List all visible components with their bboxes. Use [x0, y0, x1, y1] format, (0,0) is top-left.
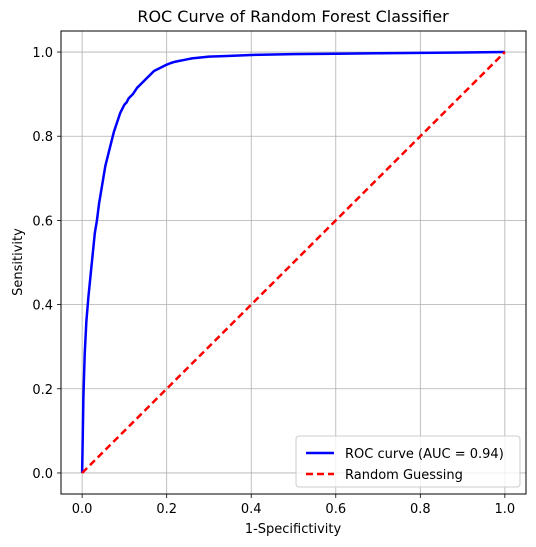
- y-tick-label: 0.8: [32, 130, 53, 145]
- y-tick-label: 0.2: [32, 383, 53, 398]
- y-tick-label: 0.4: [32, 299, 53, 314]
- random-guessing-line: [81, 51, 506, 474]
- legend-label-roc: ROC curve (AUC = 0.94): [345, 447, 504, 462]
- y-tick-label: 0.0: [32, 467, 53, 482]
- x-tick-label: 0.2: [156, 502, 177, 517]
- y-axis-title: Sensitivity: [11, 228, 26, 296]
- series-layer: [80, 50, 506, 474]
- x-tick-label: 0.4: [241, 502, 262, 517]
- y-ticks: 0.0 0.2 0.4 0.6 0.8 1.0: [32, 46, 61, 482]
- y-tick-label: 0.6: [32, 214, 53, 229]
- legend-label-random: Random Guessing: [345, 468, 463, 483]
- x-tick-label: 0.0: [72, 502, 93, 517]
- x-ticks: 0.0 0.2 0.4 0.6 0.8 1.0: [72, 494, 515, 517]
- legend-box: [295, 435, 521, 488]
- roc-curve-line: [80, 50, 505, 473]
- plot-frame: [60, 30, 527, 495]
- grid-layer: [61, 31, 526, 494]
- x-axis-title: 1-Specifictivity: [245, 522, 342, 537]
- x-tick-label: 0.6: [325, 502, 346, 517]
- x-tick-label: 0.8: [410, 502, 431, 517]
- chart-title: ROC Curve of Random Forest Classifier: [137, 7, 449, 26]
- x-tick-label: 1.0: [495, 502, 516, 517]
- legend: ROC curve (AUC = 0.94) Random Guessing: [295, 435, 521, 488]
- y-tick-label: 1.0: [32, 46, 53, 61]
